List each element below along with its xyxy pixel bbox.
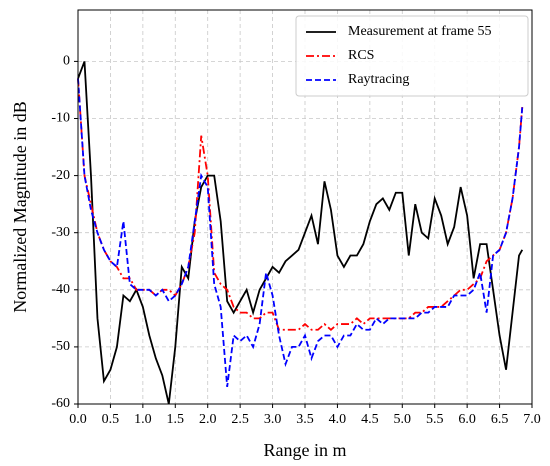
y-tick-label: -20 [51, 168, 70, 183]
x-tick-label: 2.0 [199, 412, 217, 427]
line [77, 78, 524, 387]
y-tick-label: -40 [51, 282, 70, 297]
x-tick-label: 6.0 [458, 412, 476, 427]
legend-label: RCS [348, 48, 374, 63]
x-tick-label: 1.0 [134, 412, 152, 427]
legend-box [295, 15, 529, 97]
legend-label: Raytracing [348, 72, 409, 87]
x-tick-label: 3.5 [296, 412, 314, 427]
line [77, 78, 524, 331]
x-tick-label: 4.5 [361, 412, 379, 427]
x-tick-label: 6.5 [491, 412, 509, 427]
y-axis-label: Normalized Magnitude in dB [10, 101, 30, 312]
x-tick-label: 5.0 [394, 412, 412, 427]
x-tick-label: 2.5 [231, 412, 249, 427]
line [77, 61, 524, 405]
x-tick-label: 0.5 [102, 412, 120, 427]
x-tick-label: 4.0 [329, 412, 347, 427]
y-tick-label: -30 [51, 225, 70, 240]
x-tick-label: 0.0 [69, 412, 87, 427]
x-tick-label: 1.5 [167, 412, 185, 427]
y-tick-label: -60 [51, 396, 70, 411]
x-axis-label: Range in m [264, 440, 347, 460]
legend-label: Measurement at frame 55 [348, 24, 491, 39]
plot-frame [77, 9, 533, 405]
y-tick-label: 0 [63, 54, 70, 69]
x-tick-label: 7.0 [523, 412, 541, 427]
y-tick-label: -10 [51, 111, 70, 126]
x-tick-label: 5.5 [426, 412, 444, 427]
y-tick-label: -50 [51, 339, 70, 354]
x-tick-label: 3.0 [264, 412, 282, 427]
